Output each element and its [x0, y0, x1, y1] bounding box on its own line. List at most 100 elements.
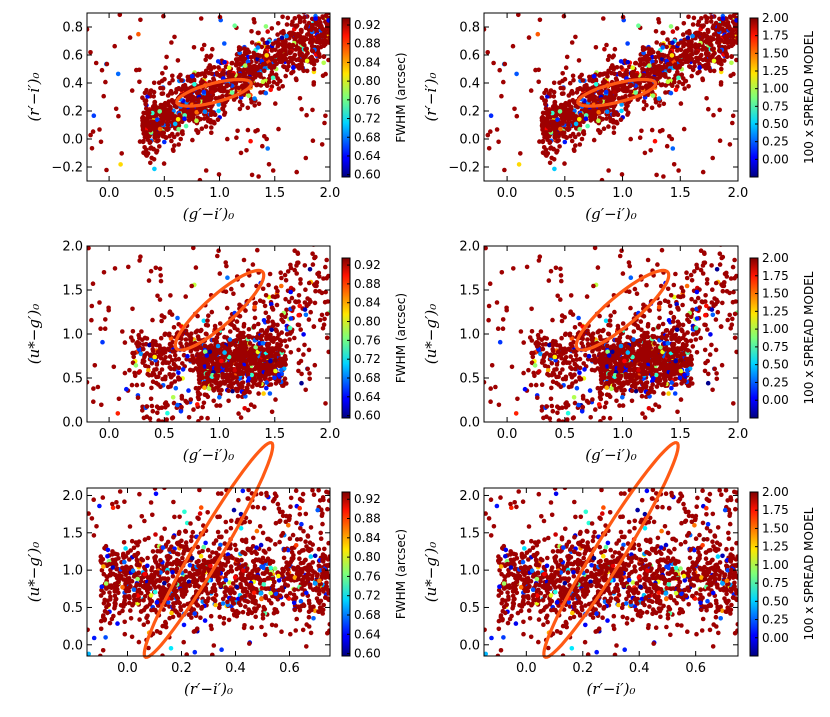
point — [146, 368, 151, 373]
point — [717, 107, 722, 113]
point — [307, 267, 313, 272]
point — [186, 415, 192, 420]
point — [303, 47, 308, 52]
point — [572, 134, 578, 140]
point — [255, 127, 260, 133]
points-p3 — [87, 246, 330, 453]
point — [158, 278, 164, 284]
point — [182, 113, 187, 118]
point — [564, 135, 569, 141]
point — [682, 86, 687, 91]
point — [267, 271, 273, 277]
point — [548, 146, 553, 151]
point — [279, 367, 284, 373]
point — [306, 20, 312, 26]
point — [726, 7, 731, 12]
x-tick-label: 1.0 — [612, 186, 633, 201]
point — [270, 168, 276, 173]
point — [165, 122, 171, 128]
point — [328, 7, 333, 12]
colorbar-label: 100 x SPREAD MODEL — [802, 31, 816, 164]
point — [150, 408, 156, 414]
point — [297, 96, 303, 101]
point — [558, 126, 563, 132]
point — [304, 112, 309, 118]
point — [734, 31, 738, 36]
point — [313, 288, 318, 294]
point — [272, 294, 278, 300]
point — [249, 29, 254, 34]
point — [175, 58, 181, 63]
point — [661, 101, 667, 107]
point — [581, 129, 586, 134]
point — [610, 108, 616, 113]
point — [640, 57, 645, 62]
point — [681, 21, 687, 26]
x-tick-label: 0.0 — [99, 427, 120, 442]
point — [569, 138, 575, 144]
point — [245, 372, 251, 377]
point — [150, 348, 156, 354]
point — [729, 2, 734, 7]
point — [87, 27, 90, 32]
point — [556, 138, 561, 143]
point — [197, 107, 203, 113]
point — [158, 335, 164, 341]
point — [211, 398, 216, 404]
point — [260, 62, 266, 67]
point — [199, 327, 204, 333]
point — [320, 73, 326, 78]
point — [209, 125, 214, 130]
point — [229, 384, 234, 390]
point — [321, 322, 327, 328]
point — [148, 396, 154, 402]
point — [175, 132, 180, 137]
point — [608, 65, 614, 70]
colorbar-tick-label: 0.75 — [762, 99, 789, 113]
point — [207, 349, 213, 355]
point — [686, 56, 691, 62]
point — [183, 123, 189, 129]
point — [653, 96, 658, 102]
point — [695, 58, 700, 64]
point — [499, 93, 504, 99]
point — [200, 404, 205, 410]
point — [273, 368, 278, 374]
point — [491, 60, 496, 66]
point — [599, 177, 605, 181]
point — [648, 50, 654, 55]
point — [149, 372, 155, 378]
point — [192, 82, 197, 87]
point — [700, 63, 706, 69]
point — [235, 327, 240, 333]
point — [173, 385, 179, 391]
point — [301, 332, 306, 337]
point — [303, 312, 309, 318]
point — [689, 56, 695, 62]
point — [528, 88, 534, 93]
point — [171, 148, 176, 153]
point — [298, 277, 303, 282]
point — [163, 448, 168, 453]
point — [713, 8, 718, 13]
point — [152, 367, 157, 373]
point — [299, 58, 304, 64]
point — [540, 110, 546, 116]
point — [661, 30, 666, 36]
colorbar-label: FWHM (arcsec) — [394, 293, 408, 383]
plot-frame — [483, 12, 739, 182]
point — [250, 76, 256, 82]
point — [543, 147, 549, 153]
point — [149, 361, 155, 366]
point — [253, 365, 258, 371]
point — [601, 16, 606, 21]
point — [567, 80, 573, 86]
point — [171, 134, 177, 140]
point — [717, 22, 722, 28]
point — [553, 103, 558, 109]
point — [267, 64, 272, 70]
point — [293, 299, 298, 304]
point — [203, 168, 209, 173]
point — [286, 63, 291, 69]
point — [637, 135, 643, 140]
